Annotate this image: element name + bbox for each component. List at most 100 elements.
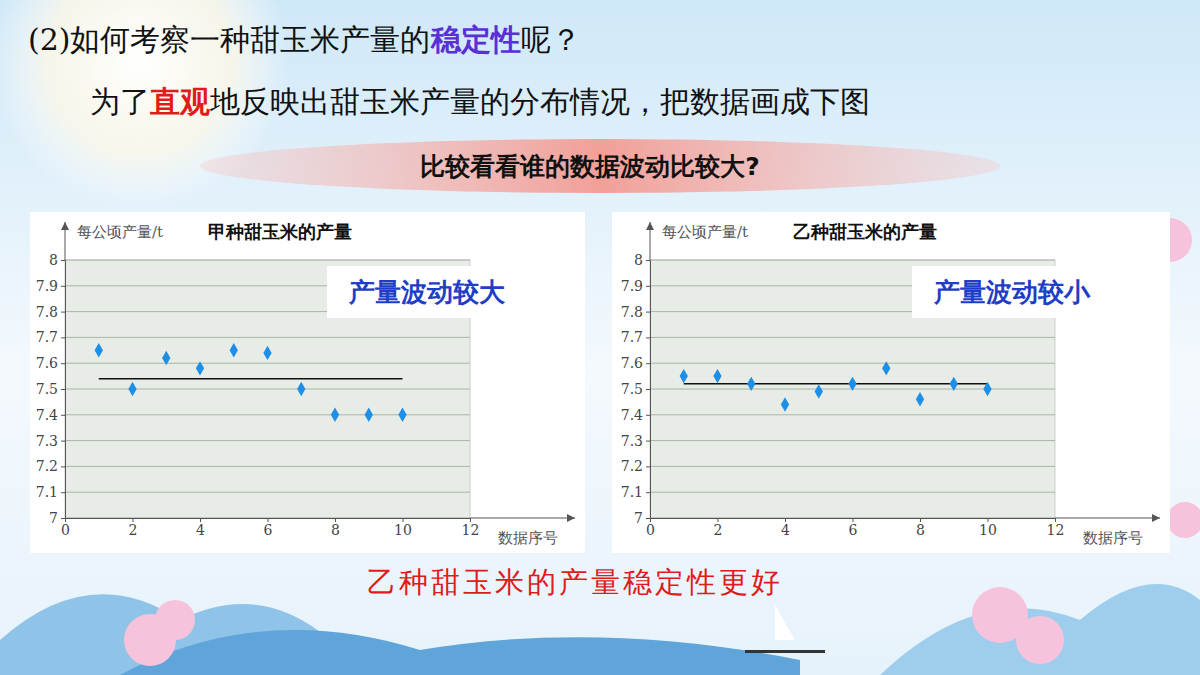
conclusion: 乙种甜玉米的产量稳定性更好 — [367, 565, 783, 599]
tick-label: 7.7 — [621, 329, 643, 345]
y-axis: 77.17.27.37.47.57.67.77.87.98 — [36, 252, 66, 526]
tick: 7.2 — [36, 458, 65, 474]
tick-label: 2 — [714, 522, 723, 538]
heading-part: 呢？ — [521, 22, 581, 57]
tick: 7.8 — [621, 304, 650, 320]
arrow-head — [61, 222, 69, 230]
tick: 7.1 — [36, 484, 65, 500]
tick-label: 6 — [264, 522, 273, 538]
data-layer — [95, 343, 407, 422]
tick: 7.9 — [36, 278, 65, 294]
chart-panel: 77.17.27.37.47.57.67.77.87.98024681012每公… — [30, 212, 585, 553]
point — [983, 382, 991, 396]
tick-mark — [61, 286, 65, 287]
arrow-head — [646, 222, 654, 230]
tick-label: 8 — [49, 252, 58, 268]
tick-label: 7.3 — [36, 433, 58, 449]
tick-label: 0 — [646, 522, 655, 538]
x-axis: 0 2 4 6 8 10 12 — [646, 518, 1064, 538]
tick-label: 7 — [49, 510, 58, 526]
tick: 7.1 — [621, 484, 650, 500]
point — [230, 343, 238, 357]
tick-label: 4 — [781, 522, 790, 538]
tick-label: 6 — [849, 522, 858, 538]
tick: 7.7 — [36, 329, 65, 345]
heading: (2)如何考察一种甜玉米产量的稳定性呢？ — [28, 22, 581, 57]
grid-line — [650, 466, 1055, 467]
tick: 8 — [916, 518, 925, 538]
sail — [775, 605, 795, 640]
tick: 2 — [714, 518, 723, 538]
axis-title: 数据序号 — [498, 529, 558, 547]
grid-line — [65, 466, 470, 467]
tick: 6 — [264, 518, 273, 538]
tick-mark — [61, 441, 65, 442]
grid-line — [650, 337, 1055, 338]
tick: 4 — [196, 518, 205, 538]
grid-line — [65, 363, 470, 364]
point — [882, 361, 890, 375]
tick-label: 7.4 — [621, 407, 643, 423]
tick: 7.5 — [36, 381, 65, 397]
tick-label: 7.1 — [621, 484, 643, 500]
panel-bg — [30, 212, 585, 553]
tick-label: 12 — [1047, 522, 1065, 538]
tick: 7.3 — [621, 433, 650, 449]
point — [747, 377, 755, 391]
tick-label: 7.5 — [621, 381, 643, 397]
tree — [1167, 502, 1200, 538]
tick: 7.4 — [36, 407, 65, 423]
chart-title: 甲种甜玉米的产量 — [208, 221, 352, 242]
hill — [880, 584, 1200, 675]
tick-label: 7.9 — [621, 278, 643, 294]
tick: 0 — [646, 518, 655, 538]
tick-mark — [61, 415, 65, 416]
tick: 0 — [61, 518, 70, 538]
data-layer — [680, 361, 992, 412]
tick: 8 — [331, 518, 340, 538]
tick-label: 8 — [331, 522, 340, 538]
tick-mark — [646, 518, 650, 519]
tick: 7.3 — [36, 433, 65, 449]
tick-mark — [646, 260, 650, 261]
tick-label: 2 — [129, 522, 138, 538]
tick-mark — [61, 466, 65, 467]
point — [398, 408, 406, 422]
tick: 7.5 — [621, 381, 650, 397]
banner: 比较看看谁的数据波动比较大? — [420, 152, 760, 181]
axis-line — [61, 261, 66, 519]
tick: 10 — [979, 518, 997, 538]
tick-label: 8 — [916, 522, 925, 538]
tick-mark — [646, 337, 650, 338]
tick-label: 10 — [979, 522, 997, 538]
tick-label: 7 — [634, 510, 643, 526]
x-axis: 024681012 — [61, 518, 479, 538]
point — [713, 369, 721, 383]
intro-part: 直观 — [149, 84, 211, 119]
tick-mark — [61, 518, 65, 519]
grid-line — [650, 492, 1055, 493]
point — [331, 408, 339, 422]
tick-label: 7.6 — [36, 355, 58, 371]
tick: 4 — [781, 518, 790, 538]
tick-mark — [646, 441, 650, 442]
mean-line — [684, 383, 988, 385]
arrow-head — [1152, 514, 1160, 522]
point — [781, 397, 789, 411]
tick: 6 — [849, 518, 858, 538]
heading-part: (2)如何考察一种甜玉米产量的 — [28, 22, 431, 57]
tick-label: 7.1 — [36, 484, 58, 500]
tree — [1016, 616, 1064, 664]
point — [263, 346, 271, 360]
tick-label: 12 — [462, 522, 480, 538]
grid-line — [65, 389, 470, 390]
grid-line — [650, 440, 1055, 441]
grid-line — [65, 440, 470, 441]
tick-mark — [61, 363, 65, 364]
tick: 12 — [462, 518, 480, 538]
axis-arrow — [1055, 518, 1160, 519]
axis-title: 每公顷产量/t — [662, 223, 748, 241]
tick-label: 0 — [61, 522, 70, 538]
tick: 7.2 — [621, 458, 650, 474]
grid-line — [650, 363, 1055, 364]
